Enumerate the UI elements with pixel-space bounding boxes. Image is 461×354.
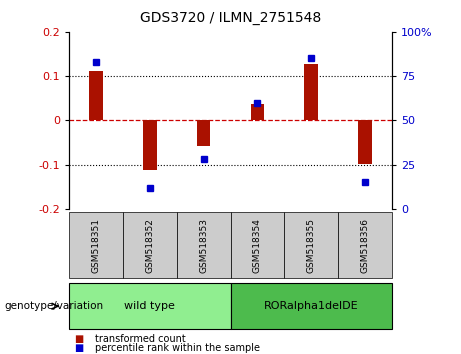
Text: GSM518356: GSM518356 [361,218,369,273]
Bar [89,71,103,120]
Text: GDS3720 / ILMN_2751548: GDS3720 / ILMN_2751548 [140,11,321,25]
Text: ■: ■ [74,343,83,353]
Text: GSM518355: GSM518355 [307,218,316,273]
Text: GSM518352: GSM518352 [145,218,154,273]
Text: RORalpha1delDE: RORalpha1delDE [264,301,359,311]
Text: GSM518354: GSM518354 [253,218,262,273]
Bar [197,120,210,146]
Bar [304,64,318,120]
Text: genotype/variation: genotype/variation [5,301,104,311]
Text: GSM518353: GSM518353 [199,218,208,273]
Text: GSM518351: GSM518351 [92,218,100,273]
Text: percentile rank within the sample: percentile rank within the sample [95,343,260,353]
Text: ■: ■ [74,334,83,344]
Bar [358,120,372,164]
Bar [143,120,157,170]
Text: wild type: wild type [124,301,175,311]
Text: transformed count: transformed count [95,334,185,344]
Bar [251,104,264,120]
